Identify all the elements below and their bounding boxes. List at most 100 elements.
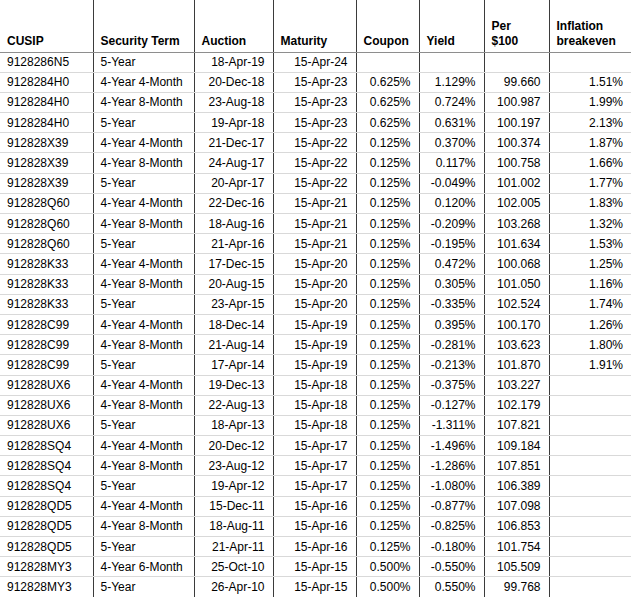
column-header-cusip[interactable]: CUSIP [0,0,93,52]
cell-per100[interactable]: 100.987 [484,92,549,112]
cell-cusip[interactable]: 912828X39 [0,133,93,153]
cell-breakeven[interactable] [549,415,631,435]
cell-yield[interactable]: 0.117% [419,153,484,173]
cell-yield[interactable]: -0.877% [419,496,484,516]
cell-per100[interactable]: 100.068 [484,254,549,274]
cell-yield[interactable]: -1.311% [419,415,484,435]
cell-yield[interactable]: 0.305% [419,274,484,294]
column-header-yield[interactable]: Yield [419,0,484,52]
cell-cusip[interactable]: 912828X39 [0,173,93,193]
cell-term[interactable]: 4-Year 8-Month [93,395,194,415]
cell-cusip[interactable]: 912828QD5 [0,516,93,536]
cell-cusip[interactable]: 912828K33 [0,274,93,294]
cell-term[interactable]: 4-Year 4-Month [93,133,194,153]
cell-auction[interactable]: 19-Dec-13 [194,375,273,395]
cell-auction[interactable]: 18-Apr-19 [194,52,273,72]
cell-cusip[interactable]: 912828QD5 [0,537,93,557]
cell-auction[interactable]: 26-Apr-10 [194,577,273,597]
cell-coupon[interactable]: 0.125% [356,294,419,314]
cell-term[interactable]: 4-Year 8-Month [93,153,194,173]
cell-cusip[interactable]: 9128284H0 [0,92,93,112]
cell-breakeven[interactable] [549,557,631,577]
cell-cusip[interactable]: 912828C99 [0,335,93,355]
column-header-per100[interactable]: Per $100 [484,0,549,52]
cell-per100[interactable]: 103.268 [484,214,549,234]
cell-term[interactable]: 4-Year 8-Month [93,456,194,476]
cell-breakeven[interactable] [549,375,631,395]
cell-auction[interactable]: 19-Apr-18 [194,113,273,133]
cell-breakeven[interactable]: 1.77% [549,173,631,193]
cell-term[interactable]: 4-Year 4-Month [93,496,194,516]
cell-per100[interactable]: 101.002 [484,173,549,193]
cell-yield[interactable]: -0.209% [419,214,484,234]
cell-maturity[interactable]: 15-Apr-20 [273,294,356,314]
cell-breakeven[interactable]: 1.83% [549,193,631,213]
cell-maturity[interactable]: 15-Apr-16 [273,516,356,536]
cell-breakeven[interactable]: 1.87% [549,133,631,153]
cell-term[interactable]: 4-Year 4-Month [93,72,194,92]
cell-coupon[interactable]: 0.125% [356,234,419,254]
cell-cusip[interactable]: 912828QD5 [0,496,93,516]
cell-term[interactable]: 4-Year 8-Month [93,335,194,355]
cell-cusip[interactable]: 9128286N5 [0,52,93,72]
cell-per100[interactable]: 100.758 [484,153,549,173]
cell-breakeven[interactable] [549,496,631,516]
cell-per100[interactable]: 100.197 [484,113,549,133]
cell-breakeven[interactable]: 1.53% [549,234,631,254]
cell-yield[interactable]: 0.724% [419,92,484,112]
cell-maturity[interactable]: 15-Apr-23 [273,92,356,112]
cell-coupon[interactable]: 0.625% [356,72,419,92]
cell-term[interactable]: 5-Year [93,173,194,193]
cell-term[interactable]: 4-Year 4-Month [93,375,194,395]
cell-coupon[interactable]: 0.125% [356,375,419,395]
cell-breakeven[interactable]: 1.74% [549,294,631,314]
cell-per100[interactable]: 101.870 [484,355,549,375]
cell-yield[interactable]: 0.472% [419,254,484,274]
cell-cusip[interactable]: 912828Q60 [0,214,93,234]
cell-auction[interactable]: 17-Dec-15 [194,254,273,274]
cell-auction[interactable]: 23-Aug-12 [194,456,273,476]
cell-yield[interactable]: 0.395% [419,314,484,334]
cell-term[interactable]: 5-Year [93,577,194,597]
column-header-maturity[interactable]: Maturity [273,0,356,52]
cell-auction[interactable]: 21-Apr-16 [194,234,273,254]
cell-yield[interactable]: -0.195% [419,234,484,254]
cell-coupon[interactable]: 0.125% [356,415,419,435]
cell-per100[interactable]: 99.768 [484,577,549,597]
cell-coupon[interactable]: 0.500% [356,557,419,577]
cell-per100[interactable]: 103.227 [484,375,549,395]
cell-coupon[interactable]: 0.125% [356,537,419,557]
cell-auction[interactable]: 18-Aug-16 [194,214,273,234]
cell-auction[interactable]: 20-Dec-12 [194,436,273,456]
cell-coupon[interactable]: 0.125% [356,476,419,496]
cell-maturity[interactable]: 15-Apr-19 [273,314,356,334]
cell-coupon[interactable]: 0.125% [356,516,419,536]
cell-per100[interactable] [484,52,549,72]
cell-coupon[interactable]: 0.125% [356,496,419,516]
cell-term[interactable]: 5-Year [93,537,194,557]
cell-cusip[interactable]: 912828X39 [0,153,93,173]
cell-term[interactable]: 4-Year 4-Month [93,254,194,274]
cell-breakeven[interactable] [549,52,631,72]
cell-yield[interactable]: -0.550% [419,557,484,577]
cell-yield[interactable]: -0.180% [419,537,484,557]
cell-maturity[interactable]: 15-Apr-23 [273,113,356,133]
cell-cusip[interactable]: 912828SQ4 [0,456,93,476]
cell-auction[interactable]: 24-Aug-17 [194,153,273,173]
cell-coupon[interactable]: 0.125% [356,436,419,456]
cell-term[interactable]: 5-Year [93,355,194,375]
cell-auction[interactable]: 18-Aug-11 [194,516,273,536]
cell-maturity[interactable]: 15-Apr-16 [273,537,356,557]
cell-term[interactable]: 5-Year [93,476,194,496]
cell-cusip[interactable]: 912828MY3 [0,577,93,597]
cell-per100[interactable]: 106.389 [484,476,549,496]
cell-coupon[interactable]: 0.125% [356,173,419,193]
column-header-term[interactable]: Security Term [93,0,194,52]
cell-per100[interactable]: 101.754 [484,537,549,557]
cell-yield[interactable]: -0.825% [419,516,484,536]
cell-auction[interactable]: 21-Dec-17 [194,133,273,153]
cell-coupon[interactable]: 0.125% [356,214,419,234]
cell-per100[interactable]: 102.179 [484,395,549,415]
cell-maturity[interactable]: 15-Apr-24 [273,52,356,72]
column-header-breakeven[interactable]: Inflation breakeven [549,0,631,52]
